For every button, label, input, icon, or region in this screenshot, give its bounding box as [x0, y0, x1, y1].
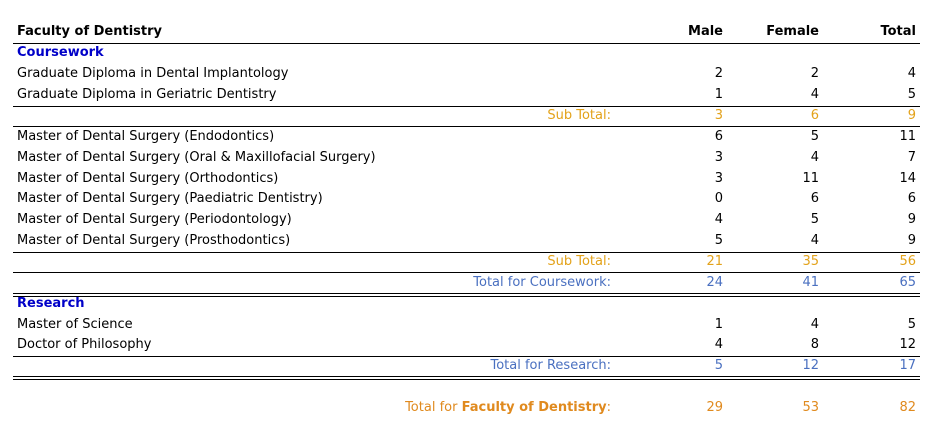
programme-name: Master of Dental Surgery (Prosthodontics…	[17, 233, 291, 248]
divider	[13, 106, 920, 107]
male-count: 24	[706, 275, 723, 290]
divider	[13, 126, 920, 127]
total-count: 17	[899, 358, 916, 373]
total-count: 7	[907, 150, 916, 165]
total-heading: Total	[880, 24, 916, 39]
male-count: 1	[714, 317, 723, 332]
female-count: 4	[810, 233, 819, 248]
total-count: 9	[907, 108, 916, 123]
male-heading: Male	[688, 24, 723, 39]
male-count: 29	[706, 400, 723, 415]
subtotal-row: Sub Total: 3 6 9	[13, 106, 920, 126]
subtotal-label: Sub Total:	[547, 108, 611, 123]
total-count: 4	[907, 66, 916, 81]
total-count: 11	[899, 129, 916, 144]
programme-name: Graduate Diploma in Dental Implantology	[17, 66, 289, 81]
male-count: 5	[714, 233, 723, 248]
table-row: Doctor of Philosophy 4 8 12	[13, 335, 920, 355]
female-count: 12	[802, 358, 819, 373]
table-row: Master of Dental Surgery (Prosthodontics…	[13, 231, 920, 251]
female-count: 8	[810, 337, 819, 352]
research-total-row: Total for Research: 5 12 17	[13, 356, 920, 376]
total-count: 6	[907, 191, 916, 206]
table-row: Master of Dental Surgery (Oral & Maxillo…	[13, 148, 920, 168]
female-count: 35	[802, 254, 819, 269]
female-count: 4	[810, 317, 819, 332]
section-header-coursework: Coursework	[13, 43, 920, 63]
male-count: 0	[714, 191, 723, 206]
faculty-name: Faculty of Dentistry	[461, 400, 607, 415]
divider	[13, 379, 920, 380]
research-total-label: Total for Research:	[490, 358, 611, 373]
male-count: 3	[714, 171, 723, 186]
total-count: 9	[907, 233, 916, 248]
divider	[13, 43, 920, 44]
subtotal-label: Sub Total:	[547, 254, 611, 269]
divider	[13, 272, 920, 273]
female-heading: Female	[766, 24, 819, 39]
female-count: 5	[810, 212, 819, 227]
table-row: Master of Dental Surgery (Orthodontics) …	[13, 169, 920, 189]
programme-name: Graduate Diploma in Geriatric Dentistry	[17, 87, 277, 102]
total-count: 12	[899, 337, 916, 352]
total-count: 5	[907, 87, 916, 102]
male-count: 5	[714, 358, 723, 373]
table-row: Master of Dental Surgery (Paediatric Den…	[13, 189, 920, 209]
female-count: 41	[802, 275, 819, 290]
female-count: 6	[810, 108, 819, 123]
coursework-total-label: Total for Coursework:	[473, 275, 611, 290]
female-count: 4	[810, 87, 819, 102]
subtotal-row: Sub Total: 21 35 56	[13, 252, 920, 272]
male-count: 4	[714, 337, 723, 352]
table-row: Master of Dental Surgery (Periodontology…	[13, 210, 920, 230]
grand-total-label: Total for Faculty of Dentistry:	[405, 400, 611, 415]
female-count: 6	[810, 191, 819, 206]
male-count: 3	[714, 108, 723, 123]
table-row: Graduate Diploma in Dental Implantology …	[13, 64, 920, 84]
section-header-research: Research	[13, 294, 920, 314]
programme-name: Master of Dental Surgery (Periodontology…	[17, 212, 292, 227]
total-count: 14	[899, 171, 916, 186]
female-count: 5	[810, 129, 819, 144]
grand-total-row: Total for Faculty of Dentistry: 29 53 82	[13, 398, 920, 418]
table-row: Graduate Diploma in Geriatric Dentistry …	[13, 85, 920, 105]
divider	[13, 356, 920, 357]
total-count: 9	[907, 212, 916, 227]
programme-name: Master of Dental Surgery (Endodontics)	[17, 129, 275, 144]
programme-name: Master of Science	[17, 317, 133, 332]
divider	[13, 376, 920, 377]
female-count: 2	[810, 66, 819, 81]
female-count: 11	[802, 171, 819, 186]
total-count: 82	[899, 400, 916, 415]
male-count: 6	[714, 129, 723, 144]
programme-name: Master of Dental Surgery (Oral & Maxillo…	[17, 150, 376, 165]
male-count: 2	[714, 66, 723, 81]
male-count: 4	[714, 212, 723, 227]
research-title: Research	[17, 296, 85, 311]
male-count: 21	[706, 254, 723, 269]
programme-name: Doctor of Philosophy	[17, 337, 152, 352]
table-header: Faculty of Dentistry Male Female Total	[13, 22, 920, 42]
table-row: Master of Dental Surgery (Endodontics) 6…	[13, 127, 920, 147]
total-count: 65	[899, 275, 916, 290]
female-count: 53	[802, 400, 819, 415]
divider	[13, 293, 920, 294]
programme-name: Master of Dental Surgery (Orthodontics)	[17, 171, 279, 186]
divider	[13, 252, 920, 253]
male-count: 3	[714, 150, 723, 165]
coursework-total-row: Total for Coursework: 24 41 65	[13, 273, 920, 293]
faculty-heading: Faculty of Dentistry	[17, 24, 163, 39]
programme-name: Master of Dental Surgery (Paediatric Den…	[17, 191, 323, 206]
table-row: Master of Science 1 4 5	[13, 315, 920, 335]
female-count: 4	[810, 150, 819, 165]
coursework-title: Coursework	[17, 45, 104, 60]
total-count: 56	[899, 254, 916, 269]
divider	[13, 296, 920, 297]
total-count: 5	[907, 317, 916, 332]
male-count: 1	[714, 87, 723, 102]
